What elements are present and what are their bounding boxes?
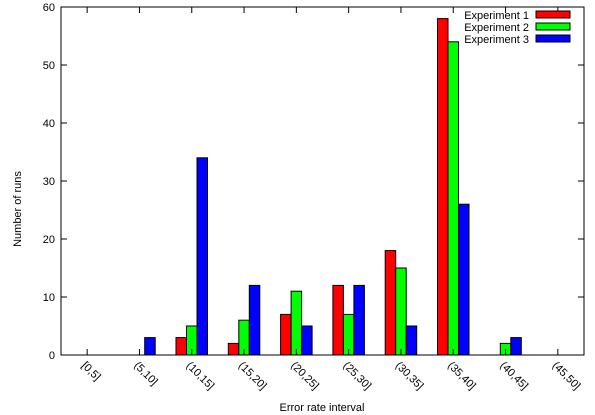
bar-series3-cat9 bbox=[510, 337, 522, 356]
x-tick-label: (25,30] bbox=[341, 360, 374, 393]
legend-label-series2: Experiment 2 bbox=[464, 22, 529, 34]
x-tick-label: (10,15] bbox=[184, 360, 217, 393]
legend-swatch-series3 bbox=[535, 34, 571, 43]
plot-area bbox=[60, 6, 585, 356]
plot-frame bbox=[60, 6, 585, 356]
bar-series3-cat2 bbox=[144, 337, 156, 356]
bar-series1-cat5 bbox=[280, 313, 292, 356]
x-tick-label: (20,25] bbox=[288, 360, 321, 393]
x-axis-label: Error rate interval bbox=[280, 402, 365, 414]
y-tick-label: 30 bbox=[43, 176, 55, 188]
bar-series1-cat7 bbox=[384, 250, 397, 356]
bars bbox=[144, 18, 522, 356]
x-tick-label: (5,10] bbox=[131, 360, 159, 388]
x-tick-label: (15,20] bbox=[236, 360, 269, 393]
legend-label-series3: Experiment 3 bbox=[464, 34, 529, 46]
legend-swatch-series2 bbox=[535, 22, 571, 31]
x-tick-label: (30,35] bbox=[393, 360, 426, 393]
bar-series1-cat8 bbox=[437, 18, 449, 356]
bar-series2-cat8 bbox=[447, 41, 459, 356]
bar-series3-cat4 bbox=[248, 284, 261, 356]
bar-series1-cat6 bbox=[332, 284, 344, 356]
bar-series1-cat3 bbox=[175, 337, 187, 356]
bar-series2-cat7 bbox=[395, 267, 407, 356]
y-tick-label: 20 bbox=[43, 234, 55, 246]
bar-series3-cat3 bbox=[196, 157, 208, 356]
legend-swatch-series1 bbox=[535, 10, 571, 19]
y-axis-label: Number of runs bbox=[12, 171, 24, 247]
legend-label-series1: Experiment 1 bbox=[464, 10, 529, 22]
bar-series2-cat6 bbox=[342, 313, 355, 356]
y-tick-label: 60 bbox=[43, 2, 55, 14]
bar-series2-cat5 bbox=[290, 290, 303, 356]
bar-series3-cat5 bbox=[301, 325, 313, 356]
y-tick-label: 10 bbox=[43, 292, 55, 304]
bar-series1-cat4 bbox=[227, 342, 240, 356]
x-tick-label: (45,50] bbox=[550, 360, 583, 393]
x-tick-label: (35,40] bbox=[445, 360, 478, 393]
y-tick-label: 0 bbox=[49, 350, 55, 362]
bar-series3-cat7 bbox=[405, 325, 418, 356]
y-axis: 0 10 20 30 40 50 60 bbox=[43, 2, 584, 362]
bar-series3-cat8 bbox=[458, 203, 470, 356]
x-axis: [0,5] (5,10] (10,15] (15,20] (20,25] (25,30] (… bbox=[79, 7, 582, 392]
bar-series3-cat6 bbox=[353, 284, 365, 356]
x-tick-label: [0,5] bbox=[79, 360, 103, 384]
x-tick-label: (40,45] bbox=[497, 360, 530, 393]
y-tick-label: 50 bbox=[43, 60, 55, 72]
y-tick-label: 40 bbox=[43, 118, 55, 130]
